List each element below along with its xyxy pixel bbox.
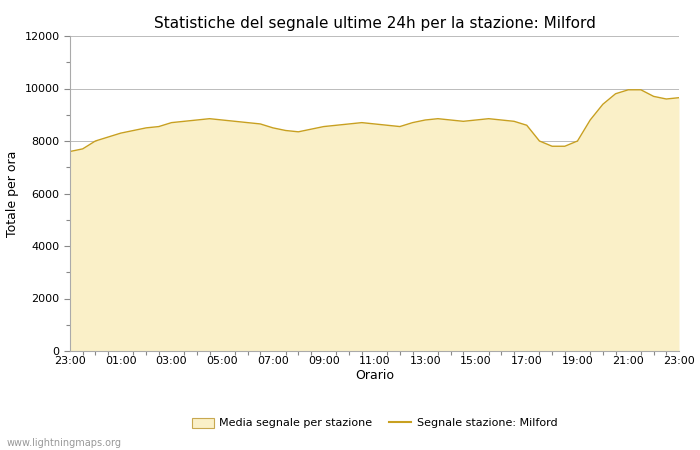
Title: Statistiche del segnale ultime 24h per la stazione: Milford: Statistiche del segnale ultime 24h per l… [153,16,596,31]
Legend: Media segnale per stazione, Segnale stazione: Milford: Media segnale per stazione, Segnale staz… [187,413,562,433]
X-axis label: Orario: Orario [355,369,394,382]
Y-axis label: Totale per ora: Totale per ora [6,150,19,237]
Text: www.lightningmaps.org: www.lightningmaps.org [7,438,122,448]
